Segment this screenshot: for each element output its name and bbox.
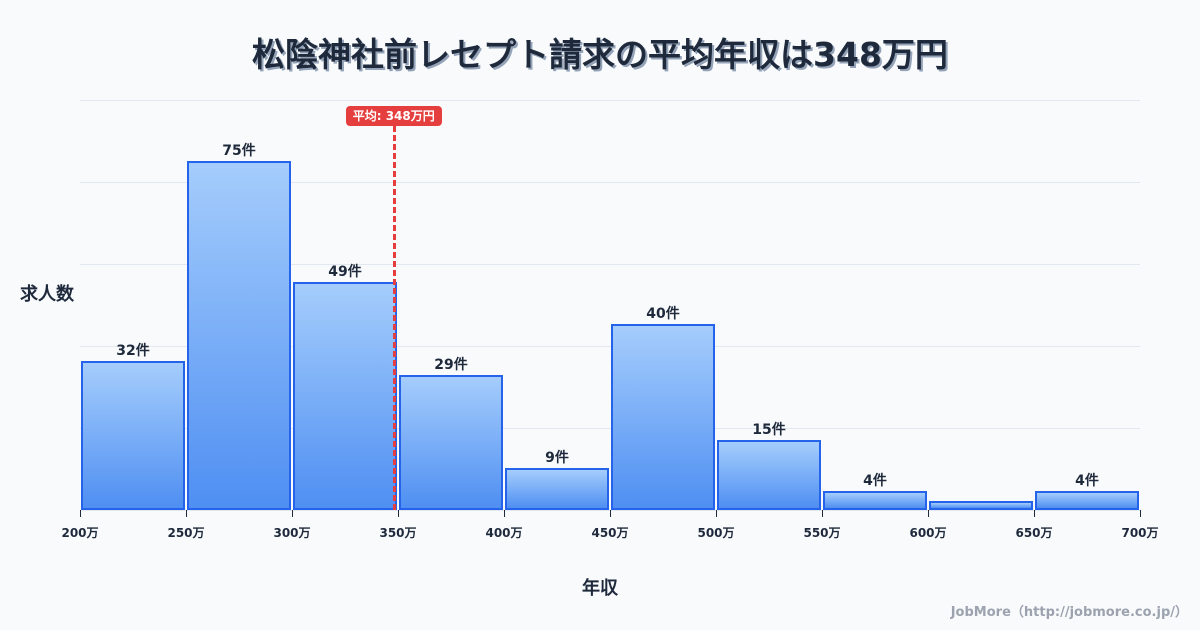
x-tick-label: 450万 <box>591 526 629 540</box>
x-tick-label: 350万 <box>379 526 417 540</box>
x-tick <box>398 510 399 517</box>
histogram-bar <box>717 440 821 510</box>
x-tick <box>1140 510 1141 517</box>
x-tick <box>1034 510 1035 517</box>
bar-value-label: 4件 <box>863 473 887 490</box>
x-tick <box>716 510 717 517</box>
bar-value-label: 4件 <box>1075 473 1099 490</box>
x-tick <box>822 510 823 517</box>
gridline <box>80 264 1140 265</box>
x-tick-label: 650万 <box>1015 526 1053 540</box>
histogram-bar <box>1035 491 1139 510</box>
bar-value-label: 15件 <box>752 422 786 439</box>
credit-text: JobMore（http://jobmore.co.jp/） <box>950 605 1188 620</box>
x-tick <box>610 510 611 517</box>
gridline <box>80 182 1140 183</box>
bar-value-label: 9件 <box>545 450 569 467</box>
bar-value-label: 75件 <box>222 142 256 159</box>
x-tick-label: 550万 <box>803 526 841 540</box>
bar-value-label: 32件 <box>116 342 150 359</box>
x-tick <box>292 510 293 517</box>
histogram-bar <box>505 468 609 510</box>
bar-value-label: 29件 <box>434 356 468 373</box>
gridline <box>80 100 1140 101</box>
x-tick-label: 500万 <box>697 526 735 540</box>
mean-badge: 平均: 348万円 <box>345 106 442 126</box>
x-tick <box>80 510 81 517</box>
x-tick-label: 600万 <box>909 526 947 540</box>
x-tick-label: 300万 <box>273 526 311 540</box>
histogram-bar <box>187 160 291 510</box>
bar-value-label: 40件 <box>646 305 680 322</box>
bar-value-label: 49件 <box>328 263 362 280</box>
x-tick-label: 700万 <box>1121 526 1159 540</box>
x-tick-label: 400万 <box>485 526 523 540</box>
x-axis-label: 年収 <box>582 578 618 599</box>
histogram-bar <box>611 323 715 510</box>
gridline <box>80 428 1140 429</box>
gridline <box>80 346 1140 347</box>
x-tick <box>928 510 929 517</box>
x-tick <box>504 510 505 517</box>
histogram-bar <box>293 281 397 510</box>
plot-area: 32件 75件 49件 29件 9件 40件 15件 4件 4件 <box>80 100 1140 511</box>
x-tick-label: 250万 <box>167 526 205 540</box>
chart-title: 松陰神社前レセプト請求の平均年収は348万円 <box>252 35 948 74</box>
mean-line <box>392 126 396 510</box>
histogram-bar <box>81 360 185 510</box>
histogram-bar <box>823 491 927 510</box>
y-axis-label: 求人数 <box>20 284 74 305</box>
x-tick <box>186 510 187 517</box>
x-tick-label: 200万 <box>61 526 99 540</box>
histogram-bar <box>399 374 503 510</box>
histogram-bar <box>929 500 1033 510</box>
